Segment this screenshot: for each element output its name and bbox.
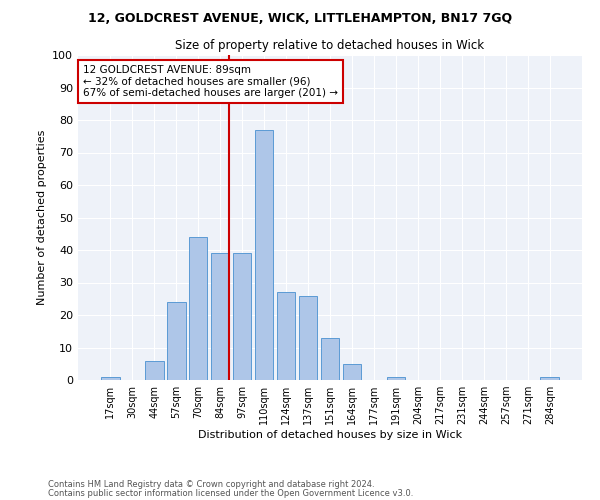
Bar [167,302,185,380]
Text: Contains public sector information licensed under the Open Government Licence v3: Contains public sector information licen… [48,489,413,498]
Bar [145,360,164,380]
Y-axis label: Number of detached properties: Number of detached properties [37,130,47,305]
Bar [233,253,251,380]
Bar [211,253,229,380]
Text: 12, GOLDCREST AVENUE, WICK, LITTLEHAMPTON, BN17 7GQ: 12, GOLDCREST AVENUE, WICK, LITTLEHAMPTO… [88,12,512,26]
Bar [277,292,295,380]
Bar [189,237,208,380]
X-axis label: Distribution of detached houses by size in Wick: Distribution of detached houses by size … [198,430,462,440]
Title: Size of property relative to detached houses in Wick: Size of property relative to detached ho… [175,40,485,52]
Bar [541,377,559,380]
Bar [101,377,119,380]
Bar [255,130,274,380]
Bar [343,364,361,380]
Text: 12 GOLDCREST AVENUE: 89sqm
← 32% of detached houses are smaller (96)
67% of semi: 12 GOLDCREST AVENUE: 89sqm ← 32% of deta… [83,64,338,98]
Bar [386,377,405,380]
Text: Contains HM Land Registry data © Crown copyright and database right 2024.: Contains HM Land Registry data © Crown c… [48,480,374,489]
Bar [299,296,317,380]
Bar [320,338,340,380]
